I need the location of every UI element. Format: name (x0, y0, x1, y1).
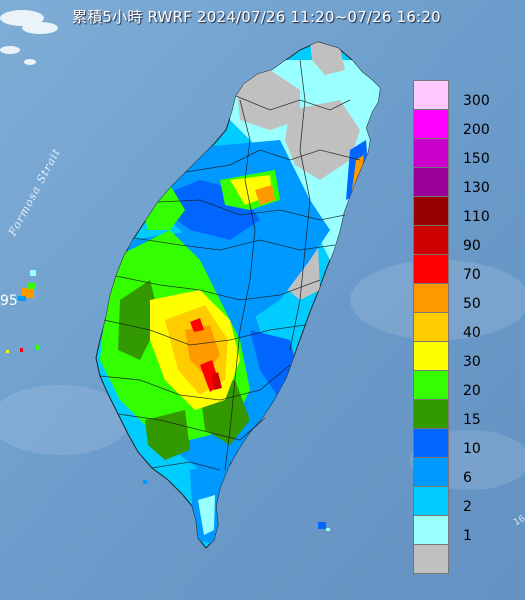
legend-label: 15 (463, 412, 481, 428)
legend-label: 40 (463, 325, 481, 341)
legend-swatch (413, 399, 449, 429)
legend-row: 150 (413, 138, 519, 168)
legend-row: 6 (413, 457, 519, 487)
legend-row: 40 (413, 312, 519, 342)
legend-row: 70 (413, 254, 519, 284)
legend-label: 300 (463, 93, 490, 109)
legend-swatch (413, 515, 449, 545)
legend-label: 70 (463, 267, 481, 283)
legend-label: 110 (463, 209, 490, 225)
legend-row: 20 (413, 370, 519, 400)
legend-row: 200 (413, 109, 519, 139)
legend-label: 150 (463, 151, 490, 167)
legend-row: 10 (413, 428, 519, 458)
edge-value-label: 95 (0, 293, 18, 309)
legend-row: 1 (413, 515, 519, 545)
legend-row: 15 (413, 399, 519, 429)
legend-label: 50 (463, 296, 481, 312)
legend-label: 6 (463, 470, 472, 486)
legend-swatch (413, 370, 449, 400)
legend-label: 10 (463, 441, 481, 457)
legend-swatch (413, 312, 449, 342)
legend-label: 2 (463, 499, 472, 515)
legend-swatch (413, 196, 449, 226)
legend-label: 130 (463, 180, 490, 196)
legend-swatch (413, 341, 449, 371)
legend-row: 300 (413, 80, 519, 110)
legend-row: 110 (413, 196, 519, 226)
legend-swatch (413, 283, 449, 313)
legend-row: 2 (413, 486, 519, 516)
legend-row: 130 (413, 167, 519, 197)
legend-label: 90 (463, 238, 481, 254)
legend-swatch (413, 486, 449, 516)
legend-row: 30 (413, 341, 519, 371)
legend-label: 30 (463, 354, 481, 370)
legend-row (413, 544, 519, 574)
legend-label: 200 (463, 122, 490, 138)
legend-swatch (413, 138, 449, 168)
legend-swatch (413, 109, 449, 139)
legend-swatch (413, 254, 449, 284)
legend-swatch (413, 544, 449, 574)
legend-label: 20 (463, 383, 481, 399)
rainfall-legend: 300 200 150 130 110 90 70 50 40 30 20 15 10 6 2 1 (413, 80, 519, 574)
legend-swatch (413, 428, 449, 458)
legend-swatch (413, 457, 449, 487)
legend-swatch (413, 225, 449, 255)
legend-row: 90 (413, 225, 519, 255)
map-title: 累積5小時 RWRF 2024/07/26 11:20~07/26 16:20 (72, 8, 441, 26)
legend-row: 50 (413, 283, 519, 313)
legend-swatch (413, 80, 449, 110)
legend-label: 1 (463, 528, 472, 544)
legend-swatch (413, 167, 449, 197)
